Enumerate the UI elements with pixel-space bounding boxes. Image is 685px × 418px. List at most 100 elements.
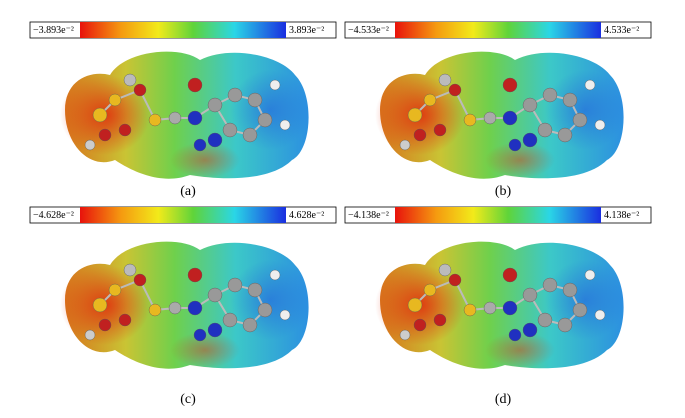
colorbar-min-label: −4.628e⁻²	[33, 210, 74, 221]
atom	[522, 322, 538, 338]
atom	[279, 119, 291, 131]
atom	[399, 329, 411, 341]
atom	[98, 318, 112, 332]
atom	[123, 263, 137, 277]
negative-region	[170, 332, 240, 368]
atom	[168, 301, 182, 315]
atom	[594, 309, 606, 321]
atom	[108, 283, 122, 297]
atom	[483, 111, 497, 125]
panel-label: (b)	[495, 184, 512, 199]
colorbar-gradient	[80, 207, 286, 223]
atom	[193, 138, 207, 152]
atom	[537, 312, 553, 328]
atom	[187, 300, 203, 316]
atom	[557, 317, 573, 333]
atom	[98, 128, 112, 142]
atom	[448, 83, 462, 97]
atom	[123, 73, 137, 87]
atom	[522, 132, 538, 148]
positive-region	[545, 260, 625, 340]
atom	[92, 297, 108, 313]
atom	[413, 128, 427, 142]
atom	[542, 87, 558, 103]
atom	[562, 92, 578, 108]
atom	[133, 83, 147, 97]
atom	[594, 119, 606, 131]
atom	[463, 303, 477, 317]
colorbar-gradient	[80, 22, 286, 38]
atom	[242, 317, 258, 333]
atom	[207, 97, 223, 113]
atom	[448, 273, 462, 287]
panel-label: (d)	[495, 392, 512, 407]
negative-region	[170, 142, 240, 178]
molecule-map	[60, 241, 310, 369]
atom	[187, 77, 203, 93]
atom	[508, 328, 522, 342]
atom	[438, 263, 452, 277]
atom	[279, 309, 291, 321]
atom	[413, 318, 427, 332]
atom	[557, 127, 573, 143]
atom	[522, 287, 538, 303]
colorbar-max-label: 4.628e⁻²	[289, 210, 324, 221]
atom	[148, 113, 162, 127]
atom	[222, 312, 238, 328]
atom	[269, 269, 281, 281]
atom	[423, 93, 437, 107]
negative-region	[485, 332, 555, 368]
atom	[502, 267, 518, 283]
atom	[227, 87, 243, 103]
atom	[542, 277, 558, 293]
atom	[584, 269, 596, 281]
colorbar-gradient	[395, 207, 601, 223]
atom	[247, 282, 263, 298]
panel: −4.628e⁻² 4.628e⁻² (c)	[29, 206, 337, 407]
positive-region	[545, 70, 625, 150]
atom	[222, 122, 238, 138]
atom	[502, 77, 518, 93]
atom	[502, 300, 518, 316]
atom	[269, 79, 281, 91]
panel: −4.138e⁻² 4.138e⁻² (d)	[344, 206, 652, 407]
atom	[257, 112, 273, 128]
atom	[242, 127, 258, 143]
atom	[463, 113, 477, 127]
atom	[423, 283, 437, 297]
atom	[193, 328, 207, 342]
atom	[187, 267, 203, 283]
molecule-map	[60, 51, 310, 179]
atom	[433, 123, 447, 137]
atom	[247, 92, 263, 108]
atom	[572, 302, 588, 318]
atom	[257, 302, 273, 318]
atom	[118, 313, 132, 327]
atom	[483, 301, 497, 315]
atom	[584, 79, 596, 91]
atom	[207, 132, 223, 148]
colorbar-min-label: −4.138e⁻²	[348, 210, 389, 221]
colorbar-min-label: −3.893e⁻²	[33, 25, 74, 36]
atom	[433, 313, 447, 327]
positive-region	[230, 70, 310, 150]
atom	[438, 73, 452, 87]
atom	[562, 282, 578, 298]
positive-region	[230, 260, 310, 340]
panel: −4.533e⁻² 4.533e⁻² (b)	[344, 21, 652, 199]
colorbar-max-label: 4.138e⁻²	[604, 210, 639, 221]
atom	[84, 329, 96, 341]
atom	[168, 111, 182, 125]
atom	[118, 123, 132, 137]
atom	[187, 110, 203, 126]
atom	[572, 112, 588, 128]
molecule-map	[375, 51, 625, 179]
atom	[537, 122, 553, 138]
panel-label: (a)	[180, 184, 196, 199]
atom	[502, 110, 518, 126]
atom	[207, 322, 223, 338]
atom	[92, 107, 108, 123]
atom	[108, 93, 122, 107]
panel: −3.893e⁻² 3.893e⁻² (a)	[29, 21, 337, 199]
